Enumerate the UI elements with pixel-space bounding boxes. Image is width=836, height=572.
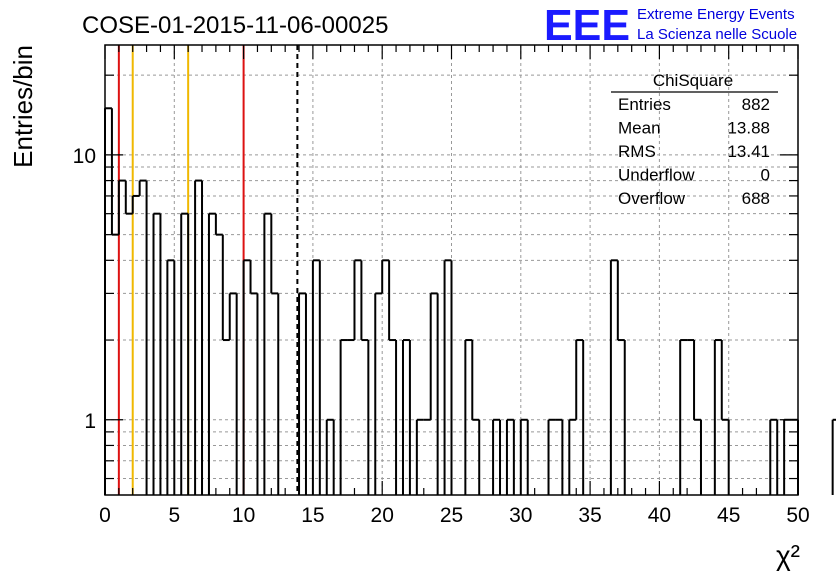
plot-area: 0 5 10 15 20 25 30 35 40 45 50 1 10: [73, 44, 836, 527]
stats-label-overflow: Overflow: [618, 189, 686, 208]
stats-value-mean: 13.88: [727, 119, 770, 138]
x-axis-label: χ²: [776, 540, 800, 571]
stats-title: ChiSquare: [653, 71, 733, 90]
x-tick-label: 20: [371, 504, 394, 527]
y-axis-label: Entries/bin: [8, 45, 38, 168]
y-tick-label: 1: [84, 410, 96, 433]
x-tick-label: 15: [301, 504, 324, 527]
stats-rows: Entries 882 Mean 13.88 RMS 13.41 Underflow 0 Ove…: [618, 95, 770, 208]
stats-value-entries: 882: [742, 95, 770, 114]
y-tick-label: 10: [73, 145, 96, 168]
chart-title: COSE-01-2015-11-06-00025: [82, 12, 388, 39]
logo-line2: La Scienza nelle Scuole: [637, 26, 797, 43]
x-tick-label: 50: [786, 504, 809, 527]
x-tick-label: 10: [232, 504, 255, 527]
x-tick-label: 35: [578, 504, 601, 527]
stats-label-rms: RMS: [618, 142, 656, 161]
x-tick-label: 45: [717, 504, 740, 527]
stats-box: ChiSquare Entries 882 Mean 13.88 RMS 13.41 Und…: [611, 71, 778, 208]
stats-value-rms: 13.41: [727, 142, 770, 161]
x-tick-label: 40: [648, 504, 671, 527]
x-tick-label: 0: [99, 504, 111, 527]
logo-line1: Extreme Energy Events: [637, 6, 795, 23]
stats-label-mean: Mean: [618, 119, 661, 138]
x-tick-label: 30: [509, 504, 532, 527]
x-tick-label: 5: [168, 504, 180, 527]
eee-logo: EEE Extreme Energy Events La Scienza nel…: [544, 1, 797, 50]
stats-value-underflow: 0: [761, 166, 770, 185]
x-tick-label: 25: [440, 504, 463, 527]
stats-label-underflow: Underflow: [618, 166, 695, 185]
stats-label-entries: Entries: [618, 95, 671, 114]
logo-mark: EEE: [544, 1, 630, 50]
stats-value-overflow: 688: [742, 189, 770, 208]
